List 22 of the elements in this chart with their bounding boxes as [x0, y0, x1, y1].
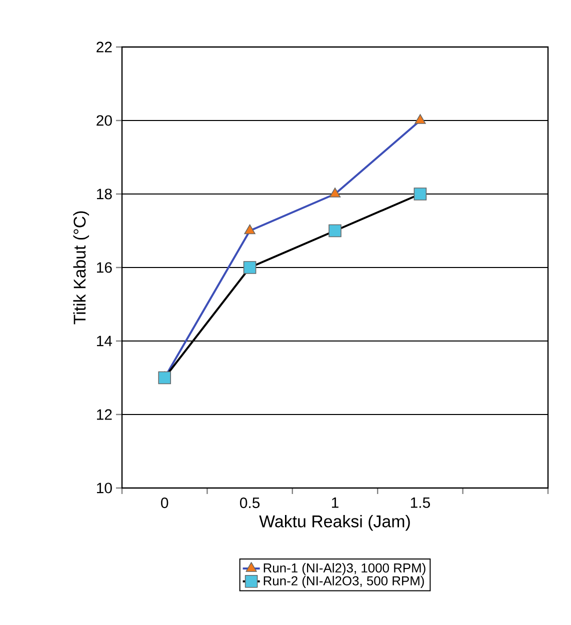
y-tick-label: 16 — [97, 262, 112, 273]
x-tick-label: 1 — [332, 498, 338, 508]
point — [244, 224, 256, 234]
point — [158, 371, 171, 384]
y-tick-label: 12 — [97, 409, 112, 420]
y-tick-label: 20 — [96, 115, 112, 126]
legend-label: Run-2 (NI-Al2O3, 500 RPM) — [264, 576, 424, 588]
point — [414, 114, 426, 124]
legend-label: Run-1 (NI-Al2)3, 1000 RPM) — [264, 563, 426, 576]
x-tick-label: 0.5 — [240, 498, 260, 508]
point — [329, 188, 341, 198]
point — [328, 224, 342, 238]
point — [243, 261, 256, 274]
y-tick-label: 18 — [97, 188, 112, 200]
point — [414, 188, 427, 200]
x-tick-label: 0 — [161, 498, 168, 508]
y-axis-title: Titik Kabut (°C) — [73, 211, 90, 324]
y-tick-label: 14 — [97, 336, 112, 346]
x-tick-label: 1.5 — [410, 498, 430, 508]
x-axis-title: Waktu Reaksi (Jam) — [259, 514, 410, 531]
y-tick-label: 22 — [96, 42, 112, 52]
y-tick-label: 10 — [97, 482, 112, 494]
